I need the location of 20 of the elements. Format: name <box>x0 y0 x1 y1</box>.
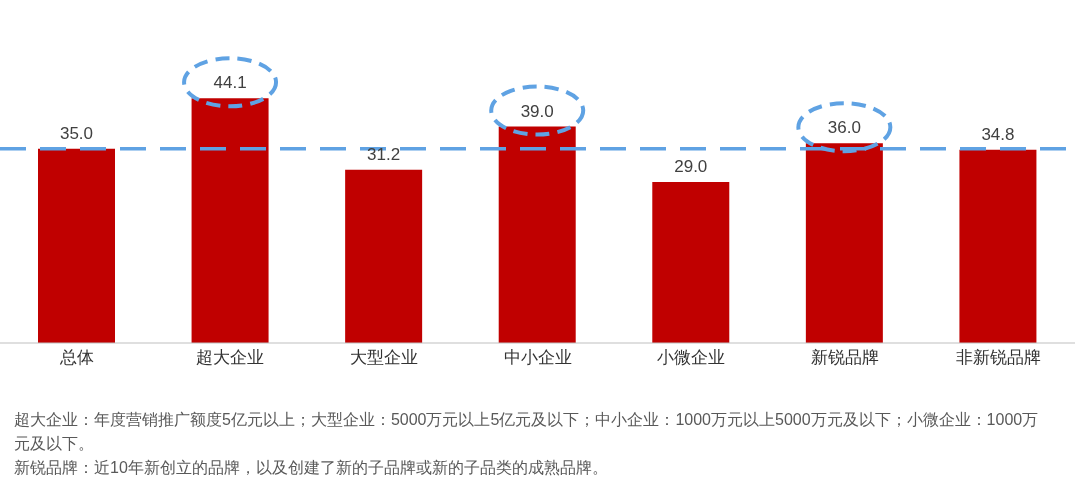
data-label: 31.2 <box>367 144 401 164</box>
x-tick-label: 总体 <box>58 348 94 368</box>
bar <box>38 148 115 343</box>
bar <box>652 182 730 343</box>
data-label: 34.8 <box>981 124 1015 144</box>
x-tick-label: 新锐品牌 <box>810 348 879 368</box>
x-tick-label: 小微企业 <box>657 348 726 368</box>
data-label: 39.0 <box>520 101 554 121</box>
x-tick-label: 非新锐品牌 <box>955 348 1041 368</box>
text: 超大企业：年度营销推广额度5亿元以上；大型企业：5000万元以上5亿元及以下；中小企业：1000万元以上5000万元及以下；小微企业：1000万元及以下。 <box>14 410 1040 454</box>
x-tick-label: 超大企业 <box>196 348 265 368</box>
bar <box>959 149 1037 343</box>
data-label: 36.0 <box>827 118 861 138</box>
data-label: 29.0 <box>674 157 708 177</box>
x-tick-label: 大型企业 <box>349 348 418 368</box>
x-tick-label: 中小企业 <box>503 348 572 368</box>
text: 新锐品牌：近10年新创立的品牌，以及创建了新的子品牌或新的子品类的成熟品牌。 <box>14 458 609 478</box>
data-label: 35.0 <box>59 123 94 143</box>
bar <box>345 169 423 343</box>
data-label: 44.1 <box>213 73 247 93</box>
